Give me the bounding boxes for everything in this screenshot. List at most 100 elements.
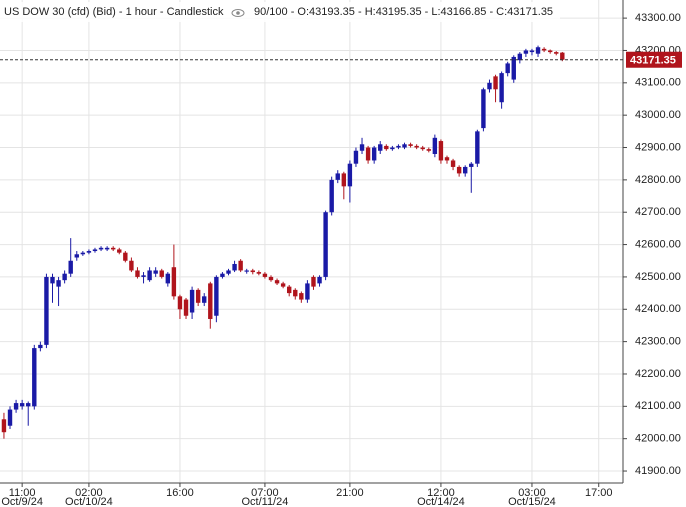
y-tick-label: 42500.00 (635, 271, 681, 283)
candle-body (147, 270, 152, 281)
candle-body (463, 166, 468, 174)
candle-body (183, 299, 189, 316)
candle-body (80, 252, 86, 255)
candle-body (202, 296, 207, 303)
candle-body (293, 289, 298, 297)
x-tick-label: 12:00 (427, 487, 455, 499)
y-tick-label: 42900.00 (635, 141, 681, 153)
y-tick-label: 42200.00 (635, 368, 681, 380)
candle-body (554, 52, 559, 54)
candle-body (195, 289, 201, 303)
candle-body (541, 48, 547, 51)
candle-body (335, 173, 340, 180)
x-tick-label: 16:00 (166, 487, 194, 499)
candle-body (402, 144, 407, 148)
candle-body (26, 403, 31, 407)
x-date-label: Oct/15/24 (508, 496, 556, 507)
candle-body (438, 141, 444, 161)
candle-body (104, 247, 110, 250)
y-tick-label: 42800.00 (635, 174, 681, 186)
candle-body (517, 53, 523, 61)
x-date-label: Oct/14/24 (417, 496, 465, 507)
candle-body (32, 348, 37, 407)
candle-body (414, 145, 419, 148)
y-tick-label: 42700.00 (635, 206, 681, 218)
candle-body (117, 249, 122, 253)
candle-body (262, 273, 268, 277)
ohlc-info: 90/100 - O:43193.35 - H:43195.35 - L:431… (254, 6, 553, 18)
candle-body (450, 160, 456, 167)
candle-body (384, 145, 389, 150)
candle-body (365, 147, 371, 161)
candle-body (189, 289, 195, 313)
x-date-label: Oct/11/24 (241, 496, 288, 507)
y-tick-label: 43100.00 (635, 77, 681, 89)
chart-title: US DOW 30 (cfd) (Bid) - 1 hour - Candles… (4, 6, 224, 18)
candle-body (135, 270, 140, 277)
candle-body (286, 286, 292, 294)
candle-body (426, 149, 431, 151)
candle-body (129, 260, 134, 271)
x-date-label: Oct/10/24 (65, 496, 113, 507)
candle-body (74, 254, 79, 258)
candle-body (214, 276, 219, 316)
candle-body (547, 50, 553, 53)
candle-body (256, 272, 262, 274)
candle-body (323, 212, 328, 277)
candle-body (165, 273, 171, 284)
y-tick-label: 42600.00 (635, 238, 681, 250)
candle-body (62, 273, 67, 281)
candle-body (469, 163, 474, 167)
grid (0, 0, 623, 483)
candle-body (359, 144, 365, 151)
candle-body (529, 50, 535, 53)
candle-body (68, 260, 73, 274)
candle-body (347, 163, 353, 187)
x-tick-label: 21:00 (336, 487, 364, 499)
candle-body (226, 270, 231, 274)
x-tick-label: 03:00 (518, 487, 546, 499)
candle-body (396, 145, 401, 148)
candle-body (159, 270, 164, 277)
candle-body (317, 276, 322, 284)
candle-body (86, 251, 92, 253)
y-tick-label: 43300.00 (635, 12, 681, 24)
candle-body (110, 247, 116, 250)
candle-body (13, 403, 19, 410)
candle-body (268, 276, 274, 281)
candle-body (153, 270, 158, 274)
candle-body (177, 296, 183, 310)
candle-body (208, 283, 213, 319)
y-tick-label: 42400.00 (635, 303, 681, 315)
candle-body (390, 147, 395, 150)
candle-body (329, 179, 334, 213)
candle-body (420, 147, 425, 150)
candle-body (499, 73, 504, 103)
candle-body (238, 260, 243, 271)
candle-body (493, 76, 498, 90)
candle-body (19, 403, 25, 407)
candle-body (523, 50, 529, 54)
candle-body (341, 173, 347, 187)
plot-area (0, 0, 623, 483)
candle-body (56, 280, 61, 287)
y-tick-label: 42000.00 (635, 433, 681, 445)
candle-body (487, 82, 492, 90)
candle-body (1, 419, 7, 433)
candle-body (141, 275, 146, 277)
candle-body (475, 131, 480, 164)
candle-body (220, 273, 225, 277)
x-tick-label: 11:00 (9, 487, 36, 499)
candle-body (171, 267, 177, 297)
last-price-label: 43171.35 (630, 55, 676, 67)
candle-body (353, 150, 359, 164)
candle-body (408, 144, 413, 146)
candle-body (371, 147, 377, 161)
candle-body (481, 89, 486, 129)
candle-body (50, 276, 55, 284)
candle-body (98, 247, 104, 250)
candle-body (511, 56, 516, 80)
eye-icon[interactable] (231, 9, 245, 17)
candle-body (38, 344, 43, 349)
